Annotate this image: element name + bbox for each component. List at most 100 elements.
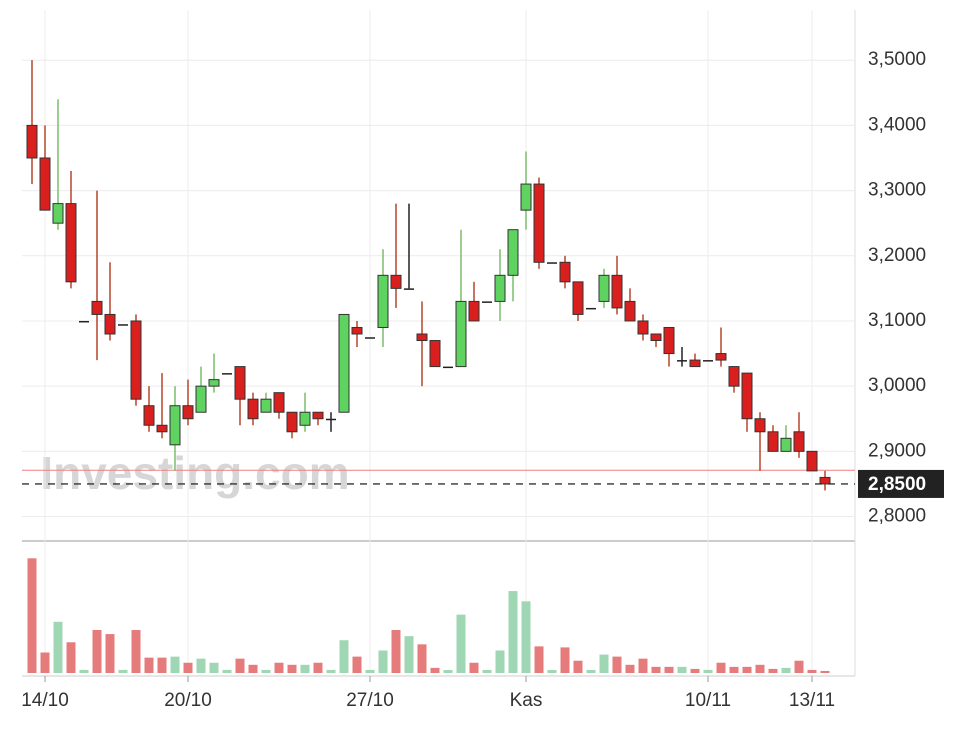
- candle-body: [273, 392, 285, 413]
- candle-body: [130, 320, 142, 400]
- volume-bar: [430, 667, 440, 673]
- candle-body: [208, 379, 220, 387]
- candle-body: [104, 313, 116, 335]
- volume-bar: [53, 621, 63, 673]
- volume-bar: [404, 636, 414, 673]
- candle-body: [416, 333, 428, 342]
- volume-bar: [469, 662, 479, 673]
- candle-body: [118, 324, 128, 326]
- x-tick-label: 20/10: [164, 690, 212, 711]
- candle-body: [377, 274, 389, 328]
- last-price-label: 2,8500: [868, 474, 926, 495]
- volume-bar: [625, 664, 635, 673]
- volume-bar: [274, 662, 284, 673]
- x-tick-label: 10/11: [685, 690, 731, 711]
- candle-body: [91, 300, 103, 315]
- volume-bar: [482, 669, 492, 673]
- y-tick-label: 3,5000: [868, 49, 926, 70]
- candle-body: [404, 288, 414, 290]
- volume-bar: [638, 658, 648, 673]
- volume-bar: [651, 666, 661, 673]
- candle-body: [182, 405, 194, 420]
- volume-bar: [183, 662, 193, 673]
- volume-bar: [794, 660, 804, 673]
- candle-body: [624, 300, 636, 322]
- candle-body: [195, 385, 207, 413]
- candle-body: [351, 326, 363, 335]
- candle-body: [79, 320, 89, 323]
- watermark: Investing.com: [40, 447, 349, 499]
- candle-body: [741, 372, 753, 420]
- volume-bar: [131, 629, 141, 673]
- candle-body: [728, 366, 740, 387]
- volume-bar: [807, 669, 817, 673]
- volume-bar: [664, 666, 674, 673]
- volume-bar: [157, 657, 167, 673]
- volume-bar: [443, 669, 453, 673]
- candle-body: [52, 203, 64, 224]
- y-tick-label: 3,4000: [868, 114, 926, 135]
- candle-body: [299, 411, 311, 426]
- candle-body: [793, 431, 805, 452]
- volume-bar: [573, 660, 583, 673]
- volume-bar: [612, 656, 622, 673]
- volume-bar: [365, 669, 375, 673]
- volume-bar: [287, 664, 297, 673]
- candle-body: [143, 405, 155, 426]
- candle-body: [222, 373, 232, 375]
- x-tick-label: 13/11: [789, 690, 835, 711]
- volume-bar: [40, 652, 50, 673]
- volume-bar: [313, 662, 323, 673]
- volume-bar: [599, 654, 609, 673]
- candle-body: [650, 333, 662, 342]
- candle-body: [494, 274, 506, 302]
- candle-body: [663, 326, 675, 355]
- volume-bar: [677, 666, 687, 673]
- candle-body: [65, 203, 77, 283]
- volume-bar: [534, 646, 544, 673]
- volume-bar: [690, 668, 700, 673]
- candle-body: [26, 124, 38, 159]
- volume-bar: [66, 642, 76, 673]
- candle-body: [586, 307, 596, 310]
- candle-body: [637, 320, 649, 335]
- volume-bar: [27, 558, 37, 673]
- volume-bar: [820, 670, 830, 673]
- candle-body: [468, 300, 480, 322]
- candle-body: [326, 418, 336, 421]
- candle-body: [703, 360, 713, 362]
- volume-bar: [742, 666, 752, 673]
- volume-bar: [456, 614, 466, 673]
- candle-body: [689, 359, 701, 368]
- volume-bar: [79, 669, 89, 673]
- candle-body: [429, 340, 441, 368]
- candle-body: [806, 450, 818, 472]
- volume-bar: [196, 658, 206, 673]
- candle-body: [286, 411, 298, 433]
- candle-body: [819, 476, 831, 485]
- volume-bar: [248, 664, 258, 673]
- candle-body: [715, 353, 727, 361]
- volume-bar: [781, 667, 791, 673]
- volume-bar: [508, 591, 518, 673]
- volume-bar: [703, 669, 713, 673]
- y-tick-label: 2,9000: [868, 440, 926, 461]
- volume-bar: [105, 634, 115, 673]
- candle-body: [390, 274, 402, 289]
- y-tick-label: 3,3000: [868, 180, 926, 201]
- volume-bar: [391, 629, 401, 673]
- volume-bar: [300, 664, 310, 673]
- candle-body: [677, 360, 687, 362]
- volume-bar: [586, 669, 596, 673]
- volume-bar: [235, 658, 245, 673]
- volume-bar: [495, 650, 505, 673]
- volume-bar: [261, 669, 271, 673]
- candle-body: [780, 437, 792, 452]
- candle-body: [455, 300, 467, 368]
- candle-body: [598, 274, 610, 302]
- last-price-box: [858, 469, 944, 498]
- y-tick-label: 3,2000: [868, 245, 926, 266]
- candle-body: [169, 405, 181, 446]
